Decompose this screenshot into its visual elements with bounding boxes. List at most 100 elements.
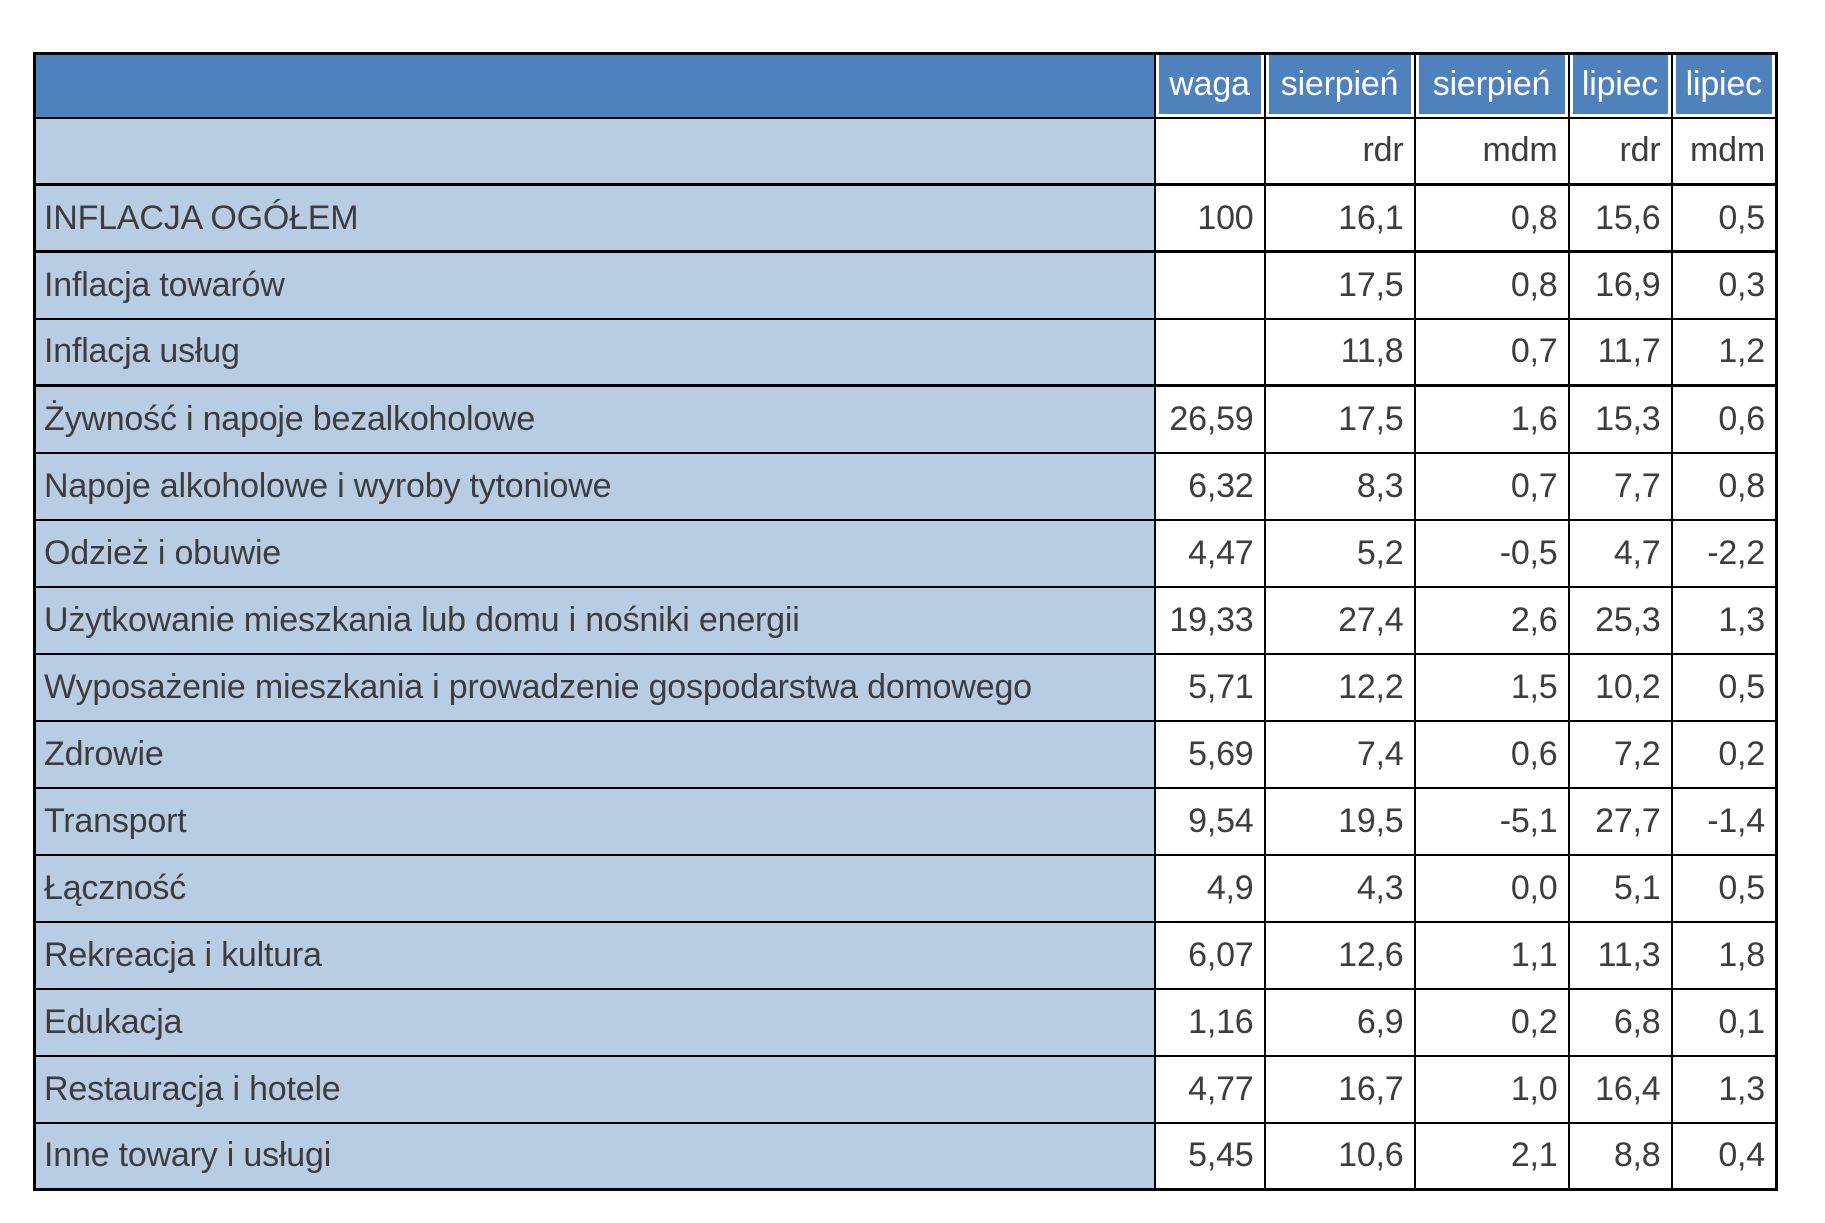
cell-sierpien-mdm: 0,8: [1413, 183, 1570, 253]
row-label: Restauracja i hotele: [33, 1054, 1156, 1124]
header-measure-row: rdr mdm rdr mdm: [33, 116, 1778, 186]
row-label: Inne towary i usługi: [33, 1121, 1156, 1191]
cell-sierpien-mdm: 2,6: [1413, 585, 1570, 655]
cell-sierpien-mdm: 1,0: [1413, 1054, 1570, 1124]
measure-waga: [1153, 116, 1266, 186]
row-label: Żywność i napoje bezalkoholowe: [33, 384, 1156, 454]
cell-waga: 4,47: [1153, 518, 1266, 588]
cell-lipiec-mdm: 0,1: [1670, 987, 1778, 1057]
cell-lipiec-rdr: 25,3: [1567, 585, 1673, 655]
cell-sierpien-mdm: 2,1: [1413, 1121, 1570, 1191]
row-label: Zdrowie: [33, 719, 1156, 789]
cell-sierpien-rdr: 10,6: [1263, 1121, 1416, 1191]
cell-lipiec-rdr: 16,4: [1567, 1054, 1673, 1124]
cell-lipiec-mdm: 0,4: [1670, 1121, 1778, 1191]
cell-lipiec-mdm: -2,2: [1670, 518, 1778, 588]
cell-sierpien-rdr: 19,5: [1263, 786, 1416, 856]
cell-sierpien-rdr: 16,1: [1263, 183, 1416, 253]
cell-waga: 1,16: [1153, 987, 1266, 1057]
row-label: Inflacja towarów: [33, 250, 1156, 320]
cell-waga: 6,32: [1153, 451, 1266, 521]
cell-lipiec-mdm: 0,3: [1670, 250, 1778, 320]
cell-sierpien-mdm: 0,6: [1413, 719, 1570, 789]
table-row: Inflacja usług 11,8 0,7 11,7 1,2: [33, 317, 1778, 387]
cell-waga: 9,54: [1153, 786, 1266, 856]
measure-corner-cell: [33, 116, 1156, 186]
cell-sierpien-rdr: 12,6: [1263, 920, 1416, 990]
cell-lipiec-rdr: 11,7: [1567, 317, 1673, 387]
cell-lipiec-mdm: 0,8: [1670, 451, 1778, 521]
cell-lipiec-mdm: 0,6: [1670, 384, 1778, 454]
cell-lipiec-rdr: 5,1: [1567, 853, 1673, 923]
cell-lipiec-rdr: 11,3: [1567, 920, 1673, 990]
cell-waga: 26,59: [1153, 384, 1266, 454]
cell-lipiec-rdr: 7,2: [1567, 719, 1673, 789]
table-row: Restauracja i hotele 4,77 16,7 1,0 16,4 …: [33, 1054, 1778, 1124]
table-row: Inne towary i usługi 5,45 10,6 2,1 8,8 0…: [33, 1121, 1778, 1191]
header-waga: waga: [1153, 52, 1266, 119]
row-label: Wyposażenie mieszkania i prowadzenie gos…: [33, 652, 1156, 722]
inflation-table: waga sierpień sierpień lipiec lipiec rdr…: [33, 52, 1778, 1191]
cell-sierpien-mdm: 0,7: [1413, 451, 1570, 521]
cell-sierpien-rdr: 8,3: [1263, 451, 1416, 521]
cell-waga: 4,77: [1153, 1054, 1266, 1124]
row-label: Odzież i obuwie: [33, 518, 1156, 588]
cell-lipiec-mdm: 1,3: [1670, 585, 1778, 655]
table-body: INFLACJA OGÓŁEM 100 16,1 0,8 15,6 0,5 In…: [33, 183, 1778, 1191]
cell-waga: 5,45: [1153, 1121, 1266, 1191]
table-row: Odzież i obuwie 4,47 5,2 -0,5 4,7 -2,2: [33, 518, 1778, 588]
cell-sierpien-rdr: 7,4: [1263, 719, 1416, 789]
cell-lipiec-rdr: 7,7: [1567, 451, 1673, 521]
header-corner-cell: [33, 52, 1156, 119]
cell-sierpien-mdm: -0,5: [1413, 518, 1570, 588]
table-row: Edukacja 1,16 6,9 0,2 6,8 0,1: [33, 987, 1778, 1057]
cell-lipiec-rdr: 15,3: [1567, 384, 1673, 454]
cell-lipiec-rdr: 15,6: [1567, 183, 1673, 253]
table-row: Wyposażenie mieszkania i prowadzenie gos…: [33, 652, 1778, 722]
cell-waga: 4,9: [1153, 853, 1266, 923]
measure-sierpien-mdm: mdm: [1413, 116, 1570, 186]
row-label: Transport: [33, 786, 1156, 856]
cell-lipiec-mdm: 0,2: [1670, 719, 1778, 789]
cell-waga: 19,33: [1153, 585, 1266, 655]
cell-sierpien-mdm: 1,6: [1413, 384, 1570, 454]
cell-sierpien-rdr: 16,7: [1263, 1054, 1416, 1124]
header-lipiec-rdr: lipiec: [1567, 52, 1673, 119]
cell-waga: [1153, 317, 1266, 387]
header-sierpien-mdm: sierpień: [1413, 52, 1570, 119]
row-label: Użytkowanie mieszkania lub domu i nośnik…: [33, 585, 1156, 655]
cell-lipiec-mdm: 1,3: [1670, 1054, 1778, 1124]
cell-sierpien-mdm: 1,1: [1413, 920, 1570, 990]
cell-sierpien-mdm: 0,8: [1413, 250, 1570, 320]
cell-waga: 5,71: [1153, 652, 1266, 722]
cell-lipiec-rdr: 4,7: [1567, 518, 1673, 588]
measure-sierpien-rdr: rdr: [1263, 116, 1416, 186]
measure-lipiec-rdr: rdr: [1567, 116, 1673, 186]
cell-sierpien-rdr: 6,9: [1263, 987, 1416, 1057]
cell-lipiec-mdm: 1,8: [1670, 920, 1778, 990]
table-row: Użytkowanie mieszkania lub domu i nośnik…: [33, 585, 1778, 655]
row-label: Łączność: [33, 853, 1156, 923]
cell-lipiec-rdr: 27,7: [1567, 786, 1673, 856]
header-sierpien-rdr: sierpień: [1263, 52, 1416, 119]
cell-sierpien-mdm: 0,7: [1413, 317, 1570, 387]
cell-sierpien-mdm: 0,0: [1413, 853, 1570, 923]
cell-lipiec-mdm: 0,5: [1670, 183, 1778, 253]
table-row: Łączność 4,9 4,3 0,0 5,1 0,5: [33, 853, 1778, 923]
cell-waga: 5,69: [1153, 719, 1266, 789]
table-row: Inflacja towarów 17,5 0,8 16,9 0,3: [33, 250, 1778, 320]
cell-waga: 6,07: [1153, 920, 1266, 990]
cell-lipiec-rdr: 16,9: [1567, 250, 1673, 320]
cell-sierpien-rdr: 4,3: [1263, 853, 1416, 923]
table-row: Napoje alkoholowe i wyroby tytoniowe 6,3…: [33, 451, 1778, 521]
cell-lipiec-mdm: 0,5: [1670, 853, 1778, 923]
table-row: Żywność i napoje bezalkoholowe 26,59 17,…: [33, 384, 1778, 454]
header-lipiec-mdm: lipiec: [1670, 52, 1778, 119]
row-label: INFLACJA OGÓŁEM: [33, 183, 1156, 253]
table-row: Rekreacja i kultura 6,07 12,6 1,1 11,3 1…: [33, 920, 1778, 990]
table-row: Transport 9,54 19,5 -5,1 27,7 -1,4: [33, 786, 1778, 856]
cell-sierpien-rdr: 17,5: [1263, 384, 1416, 454]
cell-sierpien-mdm: 0,2: [1413, 987, 1570, 1057]
cell-lipiec-rdr: 8,8: [1567, 1121, 1673, 1191]
table-row: Zdrowie 5,69 7,4 0,6 7,2 0,2: [33, 719, 1778, 789]
